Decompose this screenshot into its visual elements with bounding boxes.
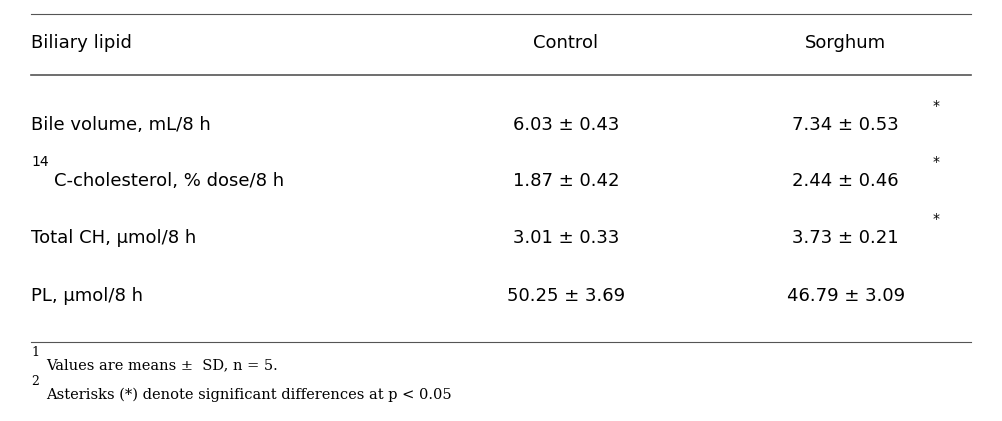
Text: Total CH, μmol/8 h: Total CH, μmol/8 h bbox=[31, 229, 196, 247]
Text: *: * bbox=[933, 155, 940, 169]
Text: 7.34 ± 0.53: 7.34 ± 0.53 bbox=[793, 116, 899, 134]
Text: 14: 14 bbox=[31, 155, 49, 169]
Text: 1: 1 bbox=[31, 346, 39, 359]
Text: Asterisks (*) denote significant differences at p < 0.05: Asterisks (*) denote significant differe… bbox=[46, 387, 452, 402]
Text: 3.73 ± 0.21: 3.73 ± 0.21 bbox=[793, 229, 899, 247]
Text: 6.03 ± 0.43: 6.03 ± 0.43 bbox=[513, 116, 619, 134]
Text: 46.79 ± 3.09: 46.79 ± 3.09 bbox=[787, 287, 905, 305]
Text: *: * bbox=[933, 99, 940, 113]
Text: 3.01 ± 0.33: 3.01 ± 0.33 bbox=[513, 229, 619, 247]
Text: 2: 2 bbox=[31, 376, 39, 389]
Text: Values are means ±  SD, n = 5.: Values are means ± SD, n = 5. bbox=[46, 358, 279, 372]
Text: *: * bbox=[933, 212, 940, 226]
Text: 1.87 ± 0.42: 1.87 ± 0.42 bbox=[513, 172, 619, 190]
Text: PL, μmol/8 h: PL, μmol/8 h bbox=[31, 287, 143, 305]
Text: Control: Control bbox=[533, 34, 598, 52]
Text: 50.25 ± 3.69: 50.25 ± 3.69 bbox=[507, 287, 625, 305]
Text: C-cholesterol, % dose/8 h: C-cholesterol, % dose/8 h bbox=[54, 172, 285, 190]
Text: Sorghum: Sorghum bbox=[806, 34, 887, 52]
Text: Biliary lipid: Biliary lipid bbox=[31, 34, 132, 52]
Text: 2.44 ± 0.46: 2.44 ± 0.46 bbox=[793, 172, 899, 190]
Text: Bile volume, mL/8 h: Bile volume, mL/8 h bbox=[31, 116, 211, 134]
